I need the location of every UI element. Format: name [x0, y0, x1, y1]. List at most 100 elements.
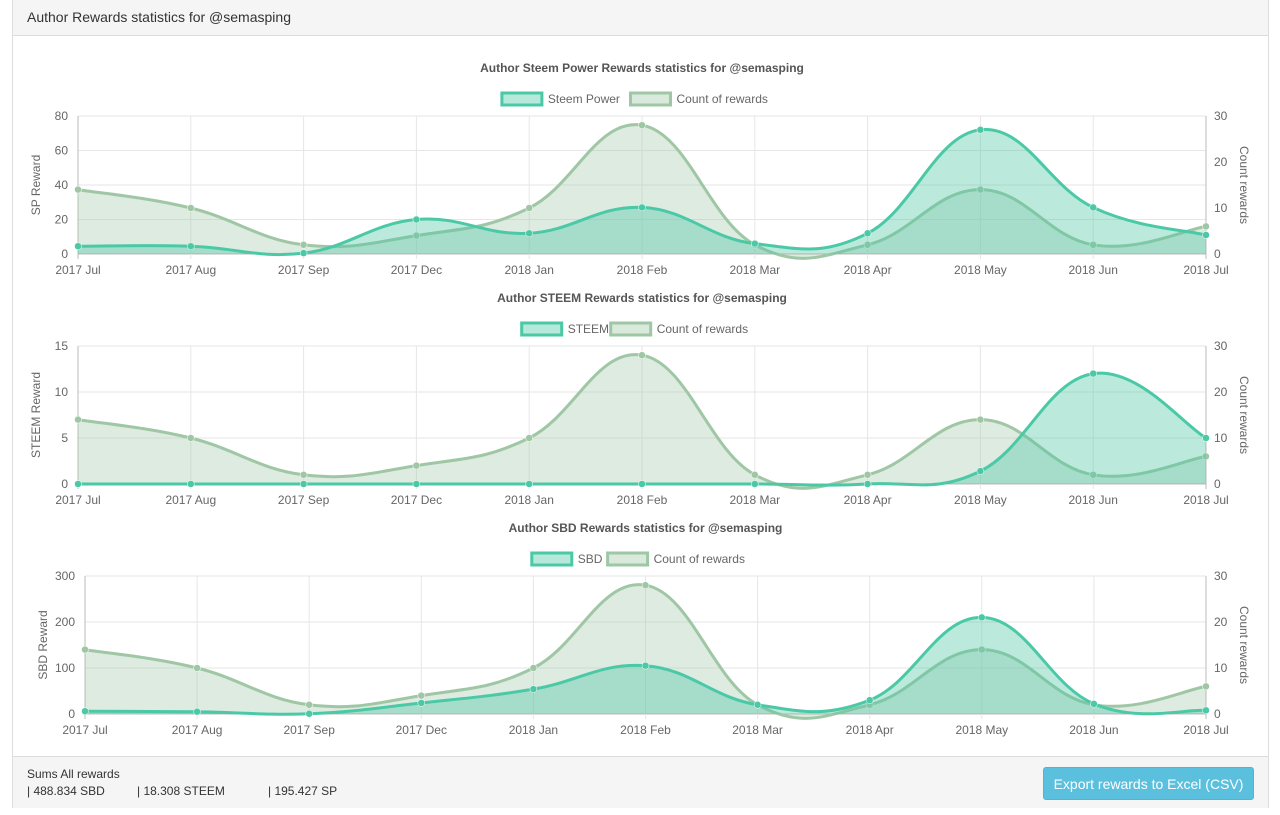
data-point [751, 471, 759, 479]
chart-legend: Steem Power Count of rewards [500, 91, 768, 107]
data-point [865, 696, 874, 704]
export-csv-button[interactable]: Export rewards to Excel (CSV) [1043, 767, 1254, 800]
series-reward [81, 613, 1210, 718]
series-line [77, 128, 1207, 257]
legend-swatch [606, 551, 650, 567]
y2-tick-label: 0 [1214, 707, 1221, 721]
data-point [81, 645, 89, 654]
series-line [77, 353, 1207, 490]
legend-label: SBD [578, 552, 603, 566]
y-tick-label: 200 [55, 615, 75, 629]
data-point [417, 691, 426, 700]
legend-label: Count of rewards [657, 322, 748, 336]
x-tick-label: 2017 Jul [55, 263, 100, 277]
chart-legend: SBD Count of rewards [530, 551, 745, 567]
data-point [525, 204, 533, 212]
sum-sp: | 195.427 SP [268, 784, 338, 798]
data-point [638, 480, 646, 488]
chart-title: Author STEEM Rewards statistics for @sem… [497, 291, 787, 305]
x-tick-label: 2018 May [954, 263, 1007, 277]
y2-tick-label: 30 [1214, 569, 1228, 583]
x-tick-label: 2018 Apr [844, 493, 892, 507]
y2-tick-label: 20 [1214, 615, 1228, 629]
data-point [1089, 471, 1097, 479]
x-tick-label: 2017 Sep [284, 723, 336, 737]
data-point [305, 701, 313, 709]
y-tick-label: 20 [55, 213, 69, 227]
data-point [1202, 682, 1210, 691]
data-point [978, 613, 986, 622]
x-tick-label: 2018 Jan [505, 263, 554, 277]
legend-label: STEEM [568, 322, 609, 336]
data-point [641, 661, 650, 670]
x-tick-label: 2017 Aug [172, 723, 223, 737]
y2-tick-label: 10 [1214, 431, 1228, 445]
data-point [299, 241, 308, 249]
x-tick-label: 2018 Apr [844, 263, 892, 277]
legend-item: SBD [530, 551, 603, 567]
data-point [299, 480, 308, 488]
data-point [193, 707, 201, 716]
chart-1: Author Steem Power Rewards statistics fo… [29, 61, 1251, 277]
y2-axis-title: Count rewards [1237, 606, 1251, 684]
series-area [85, 584, 1206, 719]
data-point [299, 249, 308, 257]
series-area [78, 129, 1206, 255]
series-area [78, 354, 1206, 489]
data-point [753, 701, 762, 709]
legend-item: Steem Power [500, 91, 620, 107]
x-tick-label: 2018 Mar [729, 493, 780, 507]
legend-label: Steem Power [548, 92, 620, 106]
series-reward [74, 369, 1210, 488]
y2-tick-label: 20 [1214, 385, 1228, 399]
y2-axis-title: Count rewards [1237, 376, 1251, 454]
data-point [412, 231, 421, 240]
x-tick-label: 2017 Dec [391, 493, 442, 507]
data-point [1202, 452, 1210, 461]
legend-item: Count of rewards [606, 551, 745, 567]
x-tick-label: 2017 Dec [396, 723, 447, 737]
data-point [1089, 241, 1097, 249]
data-point [412, 461, 421, 470]
x-tick-label: 2017 Aug [165, 263, 216, 277]
sum-steem: | 18.308 STEEM [137, 784, 225, 798]
y-axis-title: STEEM Reward [29, 372, 43, 458]
y-tick-label: 80 [55, 109, 69, 123]
data-point [1202, 706, 1210, 715]
data-point [863, 471, 872, 479]
legend-item: Count of rewards [629, 91, 768, 107]
data-point [751, 480, 759, 488]
series-line [77, 371, 1207, 487]
x-tick-label: 2018 Jun [1069, 493, 1118, 507]
data-point [529, 664, 538, 672]
data-point [525, 434, 533, 442]
y-axis-title: SBD Reward [36, 610, 50, 679]
y-axis-title: SP Reward [29, 155, 43, 215]
data-point [529, 685, 538, 693]
data-point [187, 204, 195, 212]
legend-swatch [629, 91, 672, 107]
chart-title: Author Steem Power Rewards statistics fo… [480, 61, 804, 75]
legend-swatch [609, 321, 653, 337]
data-point [638, 203, 646, 212]
data-point [976, 467, 985, 475]
data-point [638, 121, 646, 129]
sums-title: Sums All rewards [27, 767, 120, 781]
y-tick-label: 0 [68, 707, 75, 721]
x-tick-label: 2017 Jul [55, 493, 100, 507]
x-tick-label: 2018 Feb [620, 723, 671, 737]
data-point [412, 480, 421, 488]
y-tick-label: 60 [55, 144, 69, 158]
data-point [638, 351, 646, 359]
x-tick-label: 2018 Jul [1183, 493, 1228, 507]
chart-2: Author STEEM Rewards statistics for @sem… [29, 291, 1251, 507]
y2-tick-label: 10 [1214, 201, 1228, 215]
chart-legend: STEEM Count of rewards [520, 321, 748, 337]
x-tick-label: 2018 Apr [846, 723, 894, 737]
data-point [187, 434, 195, 442]
series-area [78, 373, 1206, 486]
legend-swatch [500, 91, 544, 107]
chart-3: Author SBD Rewards statistics for @semas… [36, 521, 1251, 737]
data-point [193, 664, 201, 672]
data-point [863, 480, 872, 488]
